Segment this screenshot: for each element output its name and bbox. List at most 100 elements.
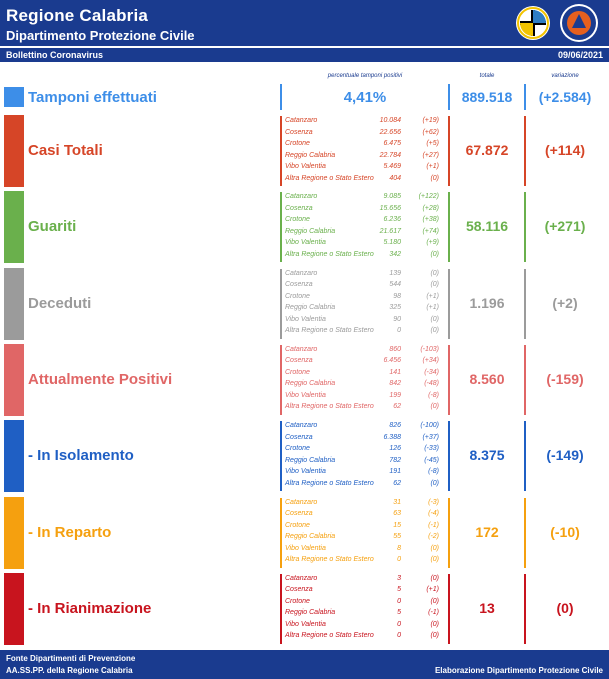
province-delta: (0): [430, 403, 439, 411]
province-row: Reggio Calabria 5 (-1): [285, 609, 445, 621]
bulletin-bar: Bollettino Coronavirus 09/06/2021: [0, 48, 609, 62]
province-row: Cosenza 6.456 (+34): [285, 357, 445, 369]
province-name: Crotone: [285, 140, 310, 147]
province-row: Reggio Calabria 21.617 (+74): [285, 228, 445, 240]
province-value: 0: [397, 620, 401, 628]
province-delta: (+27): [422, 151, 439, 159]
province-delta: (-4): [428, 510, 439, 517]
province-delta: (-33): [424, 445, 439, 453]
province-delta: (-103): [420, 345, 439, 353]
province-delta: (-1): [428, 609, 439, 617]
separator: [280, 84, 282, 110]
province-value: 62: [393, 403, 401, 411]
province-name: Catanzaro: [285, 574, 318, 582]
section-label: Deceduti: [28, 294, 92, 312]
province-name: Altra Regione o Stato Estero: [285, 250, 374, 258]
province-name: Cosenza: [285, 357, 313, 365]
province-value: 31: [393, 498, 401, 506]
region-crest-icon: [516, 6, 550, 40]
separator: [448, 116, 450, 186]
province-row: Cosenza 63 (-4): [285, 510, 445, 522]
province-name: Crotone: [285, 368, 310, 376]
tamponi-color-block: [4, 87, 24, 107]
separator: [280, 573, 282, 644]
province-row: Altra Regione o Stato Estero 0 (0): [285, 632, 445, 644]
province-delta: (+9): [426, 239, 439, 247]
total-header: totale: [479, 73, 495, 79]
province-row: Vibo Valentia 191 (-8): [285, 468, 445, 480]
page-title: Regione Calabria: [6, 6, 149, 25]
tamponi-total: 889.518: [461, 89, 513, 105]
province-delta: (0): [430, 315, 439, 323]
province-value: 126: [389, 445, 401, 453]
section-color-block: [4, 115, 24, 187]
province-row: Vibo Valentia 90 (0): [285, 316, 445, 328]
province-value: 55: [393, 533, 401, 540]
province-name: Crotone: [285, 216, 310, 224]
province-name: Altra Regione o Stato Estero: [285, 556, 374, 563]
province-name: Crotone: [285, 292, 310, 300]
province-name: Crotone: [285, 597, 310, 605]
province-value: 325: [389, 304, 401, 312]
section-variation: (+271): [544, 218, 586, 235]
province-delta: (+38): [422, 216, 439, 224]
province-row: Altra Regione o Stato Estero 0 (0): [285, 327, 445, 339]
province-value: 10.084: [379, 117, 401, 124]
province-row: Vibo Valentia 199 (-8): [285, 392, 445, 404]
section-total: 8.560: [469, 370, 505, 387]
province-delta: (+74): [422, 227, 439, 235]
section-variation: (-149): [546, 447, 584, 464]
province-value: 342: [389, 250, 401, 258]
province-value: 6.475: [383, 140, 401, 147]
var-header: variazione: [551, 73, 579, 79]
province-row: Altra Regione o Stato Estero 342 (0): [285, 251, 445, 263]
province-value: 782: [389, 456, 401, 464]
province-row: Reggio Calabria 22.784 (+27): [285, 152, 445, 164]
province-delta: (+1): [426, 304, 439, 312]
section-color-block: [4, 420, 24, 493]
province-row: Catanzaro 860 (-103): [285, 346, 445, 358]
province-name: Catanzaro: [285, 498, 318, 506]
province-row: Altra Regione o Stato Estero 0 (0): [285, 556, 445, 568]
protezione-civile-logo-icon: [560, 4, 598, 42]
province-value: 842: [389, 380, 401, 388]
province-row: Crotone 141 (-34): [285, 369, 445, 381]
province-value: 98: [393, 292, 401, 300]
province-value: 9.085: [383, 193, 401, 201]
province-name: Cosenza: [285, 204, 313, 212]
separator: [524, 573, 526, 644]
province-delta: (+34): [422, 357, 439, 365]
province-delta: (0): [430, 281, 439, 289]
section-label: Guariti: [28, 218, 77, 236]
province-name: Vibo Valentia: [285, 391, 326, 399]
province-value: 0: [397, 556, 401, 563]
section-total: 8.375: [469, 447, 505, 464]
province-delta: (-8): [428, 468, 439, 476]
province-delta: (+62): [422, 128, 439, 136]
province-row: Crotone 98 (+1): [285, 293, 445, 305]
province-delta: (+19): [422, 117, 439, 124]
separator: [280, 421, 282, 492]
province-delta: (0): [430, 327, 439, 335]
province-value: 63: [393, 510, 401, 517]
tamponi-pct: 4,41%: [343, 89, 387, 106]
province-delta: (+1): [426, 586, 439, 594]
province-row: Altra Regione o Stato Estero 404 (0): [285, 175, 445, 187]
province-row: Crotone 15 (-1): [285, 522, 445, 534]
province-delta: (-2): [428, 533, 439, 540]
separator: [524, 192, 526, 263]
province-name: Reggio Calabria: [285, 227, 336, 235]
province-delta: (0): [430, 544, 439, 552]
section-color-block: [4, 191, 24, 264]
separator: [524, 268, 526, 339]
page-subtitle: Dipartimento Protezione Civile: [6, 28, 195, 43]
tamponi-variation: (+2.584): [538, 89, 592, 105]
footer-source: Fonte Dipartimenti di Prevenzione: [6, 654, 136, 663]
province-value: 860: [389, 345, 401, 353]
section-variation: (+114): [544, 142, 586, 158]
province-delta: (+5): [426, 140, 439, 147]
province-row: Altra Regione o Stato Estero 62 (0): [285, 403, 445, 415]
province-delta: (+37): [422, 433, 439, 441]
province-value: 6.236: [383, 216, 401, 224]
province-value: 404: [389, 174, 401, 182]
